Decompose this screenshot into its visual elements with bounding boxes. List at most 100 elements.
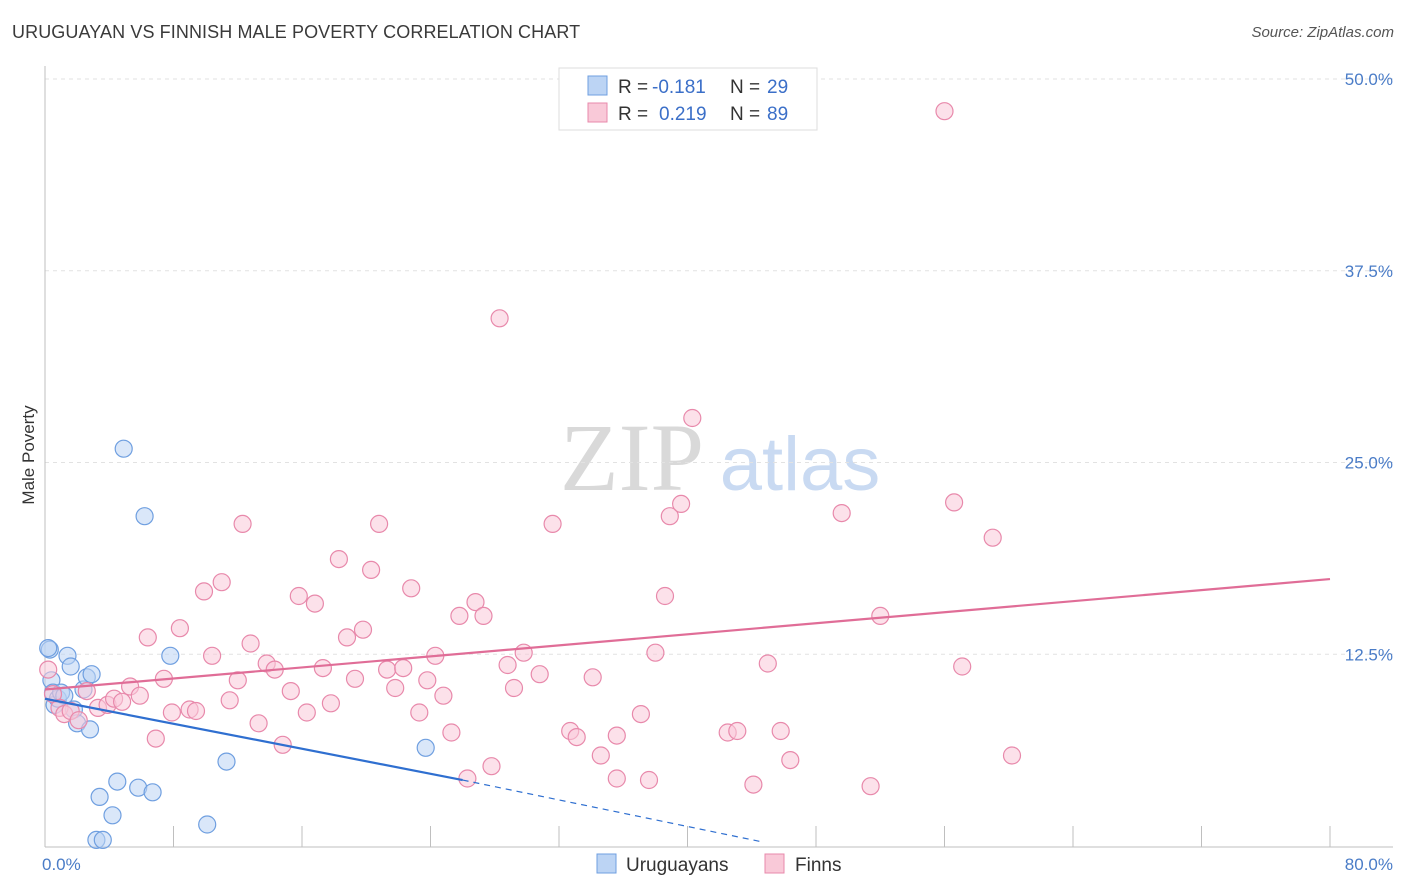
finns-point-78 bbox=[744, 775, 763, 794]
watermark-atlas: atlas bbox=[720, 422, 881, 507]
finns-point-0 bbox=[39, 660, 58, 679]
finns-point-52 bbox=[450, 606, 469, 626]
y-tick-label-3: 50.0% bbox=[1345, 70, 1393, 89]
finns-point-21 bbox=[203, 646, 222, 665]
finns-point-54 bbox=[466, 592, 485, 612]
finns-point-61 bbox=[530, 665, 549, 684]
finns-point-44 bbox=[386, 678, 405, 698]
y-tick-labels: 12.5% 25.0% 37.5% 50.0% bbox=[1345, 70, 1393, 664]
finns-point-38 bbox=[337, 628, 357, 647]
finns-point-23 bbox=[220, 691, 239, 710]
uruguayans-point-18 bbox=[103, 806, 122, 825]
finns-point-26 bbox=[241, 634, 260, 653]
finns-point-53 bbox=[458, 769, 477, 788]
axes bbox=[44, 66, 1393, 848]
finns-point-46 bbox=[402, 579, 421, 598]
finns-point-71 bbox=[646, 643, 665, 662]
finns-point-24 bbox=[228, 671, 247, 690]
finns-point-82 bbox=[832, 503, 851, 523]
finns-point-25 bbox=[233, 514, 252, 534]
uruguayans-point-14 bbox=[82, 665, 101, 684]
uruguayans-point-19 bbox=[108, 772, 127, 791]
legend-n-value-2: 89 bbox=[767, 104, 788, 125]
finns-point-74 bbox=[671, 494, 691, 513]
uruguayans-point-24 bbox=[161, 646, 180, 665]
finns-point-51 bbox=[442, 723, 461, 742]
finns-point-42 bbox=[370, 514, 389, 534]
legend-n-value-1: 29 bbox=[767, 77, 788, 98]
finns-point-88 bbox=[1002, 746, 1022, 765]
finns-point-10 bbox=[112, 692, 132, 711]
finns-point-22 bbox=[212, 573, 231, 592]
finns-point-19 bbox=[186, 701, 206, 721]
finns-point-27 bbox=[249, 714, 268, 733]
uruguayans-point-26 bbox=[217, 752, 236, 771]
legend-r-label-2: R = bbox=[618, 104, 648, 125]
finns-point-36 bbox=[321, 694, 340, 713]
finns-point-69 bbox=[631, 704, 651, 724]
uruguayans-point-27 bbox=[416, 738, 435, 757]
finns-point-12 bbox=[130, 686, 149, 705]
bottom-legend-swatch-uruguayans bbox=[596, 853, 617, 874]
finns-point-57 bbox=[490, 309, 509, 328]
finns-point-58 bbox=[498, 655, 517, 675]
chart-title: URUGUAYAN VS FINNISH MALE POVERTY CORREL… bbox=[12, 22, 581, 42]
legend-r-value-1: -0.181 bbox=[652, 77, 706, 98]
bottom-legend: Uruguayans Finns bbox=[596, 853, 841, 876]
finns-point-45 bbox=[394, 658, 413, 678]
uruguayans-point-8 bbox=[61, 657, 80, 676]
finns-point-75 bbox=[683, 408, 702, 428]
finns-point-87 bbox=[983, 528, 1002, 547]
finns-point-34 bbox=[305, 594, 324, 613]
finns-point-77 bbox=[728, 721, 747, 741]
finns-point-85 bbox=[944, 493, 964, 512]
uruguayans-point-20 bbox=[114, 439, 133, 458]
finns-point-73 bbox=[660, 507, 679, 526]
finns-point-43 bbox=[378, 660, 397, 679]
finns-point-56 bbox=[482, 757, 501, 776]
legend-r-label-1: R = bbox=[618, 77, 648, 98]
finns-point-37 bbox=[329, 549, 348, 569]
finns-point-72 bbox=[655, 586, 675, 606]
trend-lines bbox=[44, 577, 1331, 842]
y-tick-label-1: 25.0% bbox=[1345, 454, 1393, 473]
legend: R = -0.181 N = 29 R = 0.219 N = 89 bbox=[558, 67, 818, 131]
finns-point-67 bbox=[607, 769, 626, 788]
finns-point-60 bbox=[514, 643, 533, 662]
finns-point-33 bbox=[297, 703, 316, 722]
finns-point-32 bbox=[289, 586, 308, 606]
y-tick-label-2: 37.5% bbox=[1345, 262, 1393, 281]
finns-point-41 bbox=[362, 560, 381, 580]
finns-point-86 bbox=[953, 657, 972, 676]
source-credit: Source: ZipAtlas.com bbox=[1251, 24, 1394, 41]
finns-point-65 bbox=[583, 668, 602, 687]
finns-point-89 bbox=[935, 102, 954, 121]
finns-point-84 bbox=[871, 606, 890, 626]
watermark-zip: ZIP bbox=[560, 404, 704, 511]
bottom-legend-label-uruguayans: Uruguayans bbox=[626, 855, 728, 876]
uruguayans-point-17 bbox=[93, 830, 112, 850]
finns-point-39 bbox=[345, 669, 365, 688]
finns-trend-line bbox=[44, 577, 1331, 691]
bottom-legend-swatch-finns bbox=[764, 853, 785, 874]
finns-point-40 bbox=[353, 620, 373, 639]
bottom-legend-label-finns: Finns bbox=[795, 855, 841, 876]
grid-lines bbox=[45, 78, 1393, 655]
finns-point-62 bbox=[543, 514, 562, 534]
finns-point-80 bbox=[771, 721, 790, 741]
legend-n-label-1: N = bbox=[730, 77, 760, 98]
finns-point-79 bbox=[758, 654, 777, 673]
legend-swatch-finns bbox=[587, 102, 608, 123]
uruguayans-trend-line bbox=[44, 697, 463, 782]
finns-point-17 bbox=[170, 619, 189, 638]
finns-point-70 bbox=[639, 770, 659, 790]
finns-point-81 bbox=[781, 750, 800, 770]
finns-point-5 bbox=[69, 711, 88, 730]
x-tick-label-0: 0.0% bbox=[42, 855, 81, 874]
x-tick-labels: 0.0% 80.0% bbox=[42, 855, 1393, 874]
finns-point-31 bbox=[281, 681, 300, 701]
finns-point-16 bbox=[162, 703, 181, 722]
finns-point-55 bbox=[474, 606, 493, 626]
finns-point-83 bbox=[861, 777, 880, 796]
uruguayans-point-28 bbox=[39, 638, 58, 658]
